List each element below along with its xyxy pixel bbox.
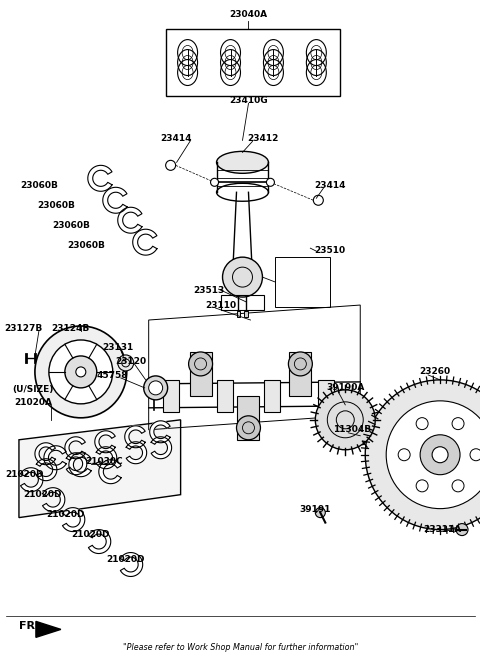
Polygon shape	[133, 229, 157, 255]
Polygon shape	[69, 453, 91, 476]
Bar	[289, 352, 312, 396]
Text: 39190A: 39190A	[326, 384, 364, 392]
Circle shape	[76, 367, 86, 377]
Text: 21020D: 21020D	[6, 470, 44, 479]
Circle shape	[118, 355, 134, 371]
Text: 23412: 23412	[247, 134, 278, 143]
Text: 23060B: 23060B	[37, 201, 75, 210]
Polygon shape	[43, 488, 65, 512]
Polygon shape	[95, 431, 115, 453]
Bar	[190, 352, 212, 396]
Bar	[244, 311, 249, 317]
Circle shape	[365, 380, 480, 530]
Text: 23311A: 23311A	[423, 525, 461, 534]
Circle shape	[452, 418, 464, 430]
Text: 23040A: 23040A	[229, 10, 267, 19]
Circle shape	[144, 376, 168, 400]
Polygon shape	[44, 445, 66, 470]
Bar	[166, 28, 340, 97]
Text: 23510: 23510	[315, 245, 346, 255]
Polygon shape	[126, 442, 147, 464]
Circle shape	[416, 480, 428, 492]
Text: 23513: 23513	[193, 286, 224, 295]
Bar	[220, 295, 264, 310]
Polygon shape	[36, 459, 57, 481]
Circle shape	[49, 340, 113, 404]
Circle shape	[35, 326, 127, 418]
Text: "Please refer to Work Shop Manual for further information": "Please refer to Work Shop Manual for fu…	[123, 643, 358, 652]
Circle shape	[315, 390, 375, 450]
Circle shape	[416, 418, 428, 430]
Polygon shape	[36, 621, 61, 638]
Bar	[163, 380, 179, 412]
Circle shape	[398, 449, 410, 461]
Polygon shape	[125, 426, 145, 447]
Polygon shape	[19, 420, 180, 518]
Polygon shape	[21, 468, 43, 492]
Text: 23110: 23110	[205, 301, 236, 309]
Text: (U/SIZE): (U/SIZE)	[12, 386, 54, 394]
Polygon shape	[88, 165, 112, 191]
Polygon shape	[88, 530, 111, 553]
Circle shape	[211, 178, 218, 186]
Ellipse shape	[216, 151, 268, 173]
Text: 39191: 39191	[300, 505, 331, 514]
Text: 21020A: 21020A	[14, 398, 52, 407]
Text: FR.: FR.	[19, 621, 39, 632]
Circle shape	[315, 507, 325, 518]
Circle shape	[65, 356, 97, 388]
Polygon shape	[151, 437, 172, 459]
Polygon shape	[118, 207, 142, 233]
Text: 23410G: 23410G	[229, 96, 268, 105]
Polygon shape	[35, 443, 55, 465]
Circle shape	[266, 178, 275, 186]
Text: 11304B: 11304B	[333, 425, 372, 434]
Polygon shape	[62, 507, 85, 532]
Circle shape	[189, 352, 213, 376]
Bar	[216, 380, 232, 412]
Circle shape	[452, 480, 464, 492]
Circle shape	[386, 401, 480, 509]
Bar	[237, 311, 240, 317]
Bar	[318, 380, 334, 412]
Circle shape	[149, 381, 163, 395]
Text: 23414: 23414	[314, 181, 346, 190]
Text: 23260: 23260	[420, 367, 451, 376]
Circle shape	[237, 416, 261, 440]
Text: 23060B: 23060B	[67, 241, 105, 249]
Polygon shape	[150, 421, 170, 443]
Circle shape	[355, 423, 365, 433]
Text: 21020D: 21020D	[72, 530, 110, 539]
Text: 23124B: 23124B	[52, 324, 90, 332]
Polygon shape	[65, 437, 85, 459]
Text: 21030C: 21030C	[85, 457, 122, 467]
Text: 21020D: 21020D	[107, 555, 145, 564]
Circle shape	[432, 447, 448, 463]
Text: 45758: 45758	[97, 371, 129, 380]
Text: 23120: 23120	[115, 357, 146, 367]
Text: 23060B: 23060B	[52, 220, 90, 230]
Text: 23131: 23131	[102, 343, 133, 353]
Circle shape	[420, 435, 460, 474]
Polygon shape	[66, 453, 87, 474]
Circle shape	[456, 524, 468, 536]
Bar	[264, 380, 280, 412]
Bar	[238, 396, 260, 440]
Circle shape	[223, 257, 263, 297]
Text: 23127B: 23127B	[4, 324, 42, 332]
Polygon shape	[120, 553, 143, 576]
Polygon shape	[103, 188, 127, 213]
Circle shape	[288, 352, 312, 376]
Text: 21020D: 21020D	[24, 490, 62, 499]
Text: 23414: 23414	[160, 134, 192, 143]
Polygon shape	[99, 460, 121, 484]
Text: 21020D: 21020D	[47, 510, 85, 519]
Text: 23060B: 23060B	[20, 181, 58, 190]
Circle shape	[470, 449, 480, 461]
Polygon shape	[96, 447, 117, 468]
Bar	[276, 257, 330, 307]
